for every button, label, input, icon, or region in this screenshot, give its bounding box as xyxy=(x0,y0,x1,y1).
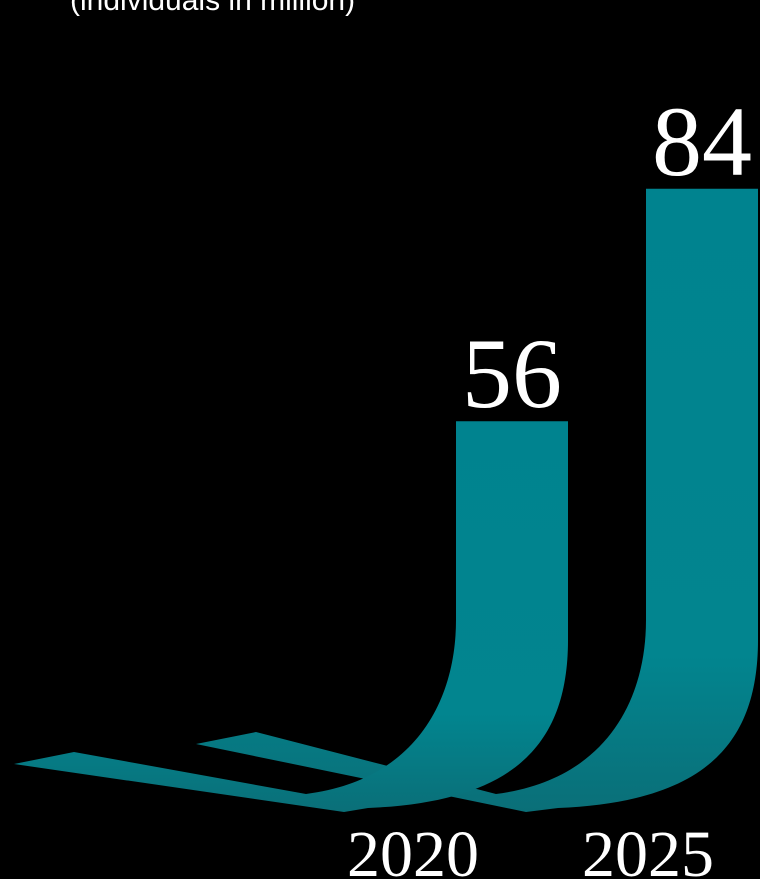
bar-2020 xyxy=(14,421,568,812)
bar-2025 xyxy=(196,188,758,813)
value-label-2020: 56 xyxy=(462,318,562,429)
category-label-2025: 2025 xyxy=(582,818,714,879)
value-label-2025: 84 xyxy=(652,86,752,197)
category-label-2020: 2020 xyxy=(347,818,479,879)
chart-subtitle: (individuals in million) xyxy=(70,0,356,17)
